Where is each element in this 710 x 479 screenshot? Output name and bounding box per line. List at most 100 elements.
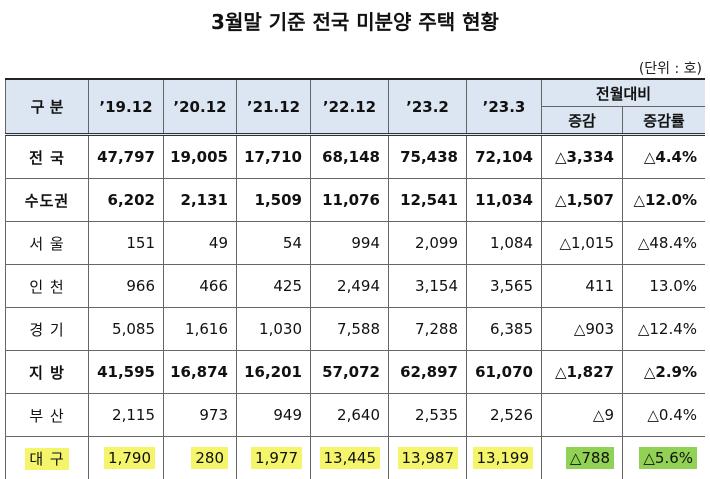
column-header: 구 분 bbox=[5, 78, 89, 135]
table-cell: 2,535 bbox=[388, 393, 467, 437]
table-head: 구 분 ’19.12’20.12’21.12’22.12’23.2’23.3 전월대… bbox=[5, 78, 705, 135]
table-cell: 411 bbox=[541, 264, 623, 308]
table-cell: 6,202 bbox=[88, 178, 164, 222]
column-header: ’23.3 bbox=[466, 78, 542, 135]
table-cell: △2.9% bbox=[621, 350, 705, 394]
table-cell: 61,070 bbox=[466, 350, 542, 394]
table-cell: 57,072 bbox=[310, 350, 389, 394]
table-cell: 13.0% bbox=[621, 264, 705, 308]
table-cell: △1,015 bbox=[541, 221, 623, 265]
table-cell: 1,030 bbox=[236, 307, 311, 351]
table-cell: △3,334 bbox=[541, 133, 623, 179]
table-cell: △1,827 bbox=[541, 350, 623, 394]
cell-text: 280 bbox=[191, 447, 228, 469]
table-cell: 2,640 bbox=[310, 393, 389, 437]
table-cell: 6,385 bbox=[466, 307, 542, 351]
table-cell: 49 bbox=[163, 221, 237, 265]
table-wrap: 구 분 ’19.12’20.12’21.12’22.12’23.2’23.3 전월대… bbox=[5, 78, 705, 479]
cell-text: 13,445 bbox=[319, 447, 380, 469]
table-cell: 466 bbox=[163, 264, 237, 308]
cell-text: △5.6% bbox=[639, 447, 698, 469]
table-cell: 1,509 bbox=[236, 178, 311, 222]
table-cell: 2,115 bbox=[88, 393, 164, 437]
table-body: 전 국 47,797 19,005 17,710 68,148 75,438 72,104 △… bbox=[5, 133, 705, 479]
table-cell: 19,005 bbox=[163, 133, 237, 179]
title: 3월말 기준 전국 미분양 주택 현황 bbox=[211, 10, 499, 34]
table-cell: 54 bbox=[236, 221, 311, 265]
row-label: 대 구 bbox=[5, 436, 89, 479]
table-row: 경 기 5,085 1,616 1,030 7,588 7,288 6,385 △903 △12… bbox=[5, 307, 705, 351]
table-cell: 973 bbox=[163, 393, 237, 437]
table-cell: 11,076 bbox=[310, 178, 389, 222]
table-cell: △4.4% bbox=[621, 133, 705, 179]
row-label: 부 산 bbox=[5, 393, 89, 437]
column-header: ’21.12 bbox=[236, 78, 311, 135]
table-cell: 75,438 bbox=[388, 133, 467, 179]
group-header: 전월대비 bbox=[540, 78, 705, 107]
row-label: 지 방 bbox=[5, 350, 89, 394]
cell-text: 1,977 bbox=[251, 447, 302, 469]
table-row: 수도권 6,202 2,131 1,509 11,076 12,541 11,034 △1,5… bbox=[5, 178, 705, 222]
row-label-text: 대 구 bbox=[25, 447, 69, 470]
column-header: 증감률 bbox=[621, 106, 705, 135]
table-cell: 3,154 bbox=[388, 264, 467, 308]
row-label: 인 천 bbox=[5, 264, 89, 308]
table-cell: 5,085 bbox=[88, 307, 164, 351]
row-label: 경 기 bbox=[5, 307, 89, 351]
table-row: 대 구 1,790 280 1,977 13,445 13,987 13,199 △788 △5… bbox=[5, 436, 705, 479]
table-cell: △903 bbox=[541, 307, 623, 351]
table-row: 인 천 966 466 425 2,494 3,154 3,565 411 13.0% bbox=[5, 264, 705, 308]
table-cell: 13,199 bbox=[466, 436, 542, 479]
row-label: 수도권 bbox=[5, 178, 89, 222]
table-row: 전 국 47,797 19,005 17,710 68,148 75,438 72,104 △… bbox=[5, 133, 705, 179]
column-header: ’23.2 bbox=[388, 78, 467, 135]
table-cell: 2,526 bbox=[466, 393, 542, 437]
table-cell: 966 bbox=[88, 264, 164, 308]
cell-text: 1,790 bbox=[104, 447, 155, 469]
table-row: 서 울 151 49 54 994 2,099 1,084 △1,015 △48.4% bbox=[5, 221, 705, 265]
cell-text: △788 bbox=[565, 447, 614, 469]
table-cell: 13,445 bbox=[310, 436, 389, 479]
table-cell: △788 bbox=[541, 436, 623, 479]
table-cell: 68,148 bbox=[310, 133, 389, 179]
column-header: ’20.12 bbox=[163, 78, 237, 135]
table-cell: 17,710 bbox=[236, 133, 311, 179]
table-cell: 3,565 bbox=[466, 264, 542, 308]
table-cell: 151 bbox=[88, 221, 164, 265]
table-cell: 2,131 bbox=[163, 178, 237, 222]
table-cell: 1,084 bbox=[466, 221, 542, 265]
table-cell: △9 bbox=[541, 393, 623, 437]
table-cell: 7,588 bbox=[310, 307, 389, 351]
column-header: ’22.12 bbox=[310, 78, 389, 135]
table-cell: 13,987 bbox=[388, 436, 467, 479]
cell-text: 13,199 bbox=[472, 447, 533, 469]
table-cell: 7,288 bbox=[388, 307, 467, 351]
table-cell: △48.4% bbox=[621, 221, 705, 265]
row-label: 서 울 bbox=[5, 221, 89, 265]
table-cell: 1,977 bbox=[236, 436, 311, 479]
cell-text: 13,987 bbox=[397, 447, 458, 469]
table-cell: △1,507 bbox=[541, 178, 623, 222]
column-header: 증감 bbox=[541, 106, 623, 135]
table-cell: 11,034 bbox=[466, 178, 542, 222]
table-cell: 2,099 bbox=[388, 221, 467, 265]
table-cell: △12.0% bbox=[621, 178, 705, 222]
table-cell: △0.4% bbox=[621, 393, 705, 437]
header-row: 증감 증감률 bbox=[6, 106, 705, 135]
table-cell: 47,797 bbox=[88, 133, 164, 179]
table-row: 부 산 2,115 973 949 2,640 2,535 2,526 △9 △0.4% bbox=[5, 393, 705, 437]
header-row: 구 분 ’19.12’20.12’21.12’22.12’23.2’23.3 전월대… bbox=[5, 78, 705, 135]
table-cell: 1,616 bbox=[163, 307, 237, 351]
table-cell: 62,897 bbox=[388, 350, 467, 394]
table-cell: 72,104 bbox=[466, 133, 542, 179]
table: 구 분 ’19.12’20.12’21.12’22.12’23.2’23.3 전월대… bbox=[5, 78, 705, 479]
table-cell: 280 bbox=[163, 436, 237, 479]
table-cell: 2,494 bbox=[310, 264, 389, 308]
table-row: 지 방 41,595 16,874 16,201 57,072 62,897 61,070 △… bbox=[5, 350, 705, 394]
table-cell: 1,790 bbox=[88, 436, 164, 479]
table-cell: 949 bbox=[236, 393, 311, 437]
row-label: 전 국 bbox=[5, 133, 89, 179]
table-cell: 41,595 bbox=[88, 350, 164, 394]
table-cell: 994 bbox=[310, 221, 389, 265]
